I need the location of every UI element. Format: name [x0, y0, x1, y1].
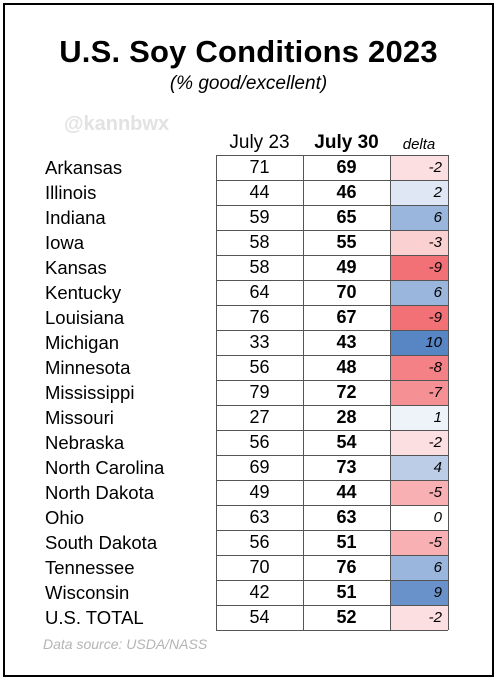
cell-july23: 58: [249, 257, 270, 277]
cell-july30: 70: [336, 282, 357, 302]
row-label: Indiana: [45, 207, 106, 228]
cell-july30: 69: [336, 157, 357, 177]
cell-july23: 70: [249, 557, 270, 577]
cell-july30: 73: [336, 457, 357, 477]
cell-delta: 6: [390, 205, 448, 230]
row-label: Michigan: [45, 332, 120, 353]
cell-delta: -5: [390, 530, 448, 555]
cell-july30: 51: [336, 582, 357, 602]
cell-july30: 65: [336, 207, 357, 227]
cell-july30: 67: [336, 307, 357, 327]
row-label: Mississippi: [45, 382, 135, 403]
cell-delta: -3: [390, 230, 448, 255]
column-header-delta: delta: [402, 136, 436, 153]
row-label: Nebraska: [45, 432, 125, 453]
watermark: @kannbwx: [64, 113, 170, 135]
cell-july23: 33: [249, 332, 270, 352]
column-header-july23: July 23: [229, 132, 290, 153]
chart-subtitle: (% good/excellent): [169, 73, 328, 94]
cell-july30: 43: [336, 332, 357, 352]
cell-delta: 10: [390, 330, 448, 355]
row-label: North Dakota: [45, 482, 154, 503]
cell-july23: 64: [249, 282, 270, 302]
row-label: Illinois: [45, 182, 97, 203]
row-label: Tennessee: [45, 557, 135, 578]
cell-july23: 56: [249, 432, 270, 452]
cell-july23: 76: [249, 307, 270, 327]
data-source-note: Data source: USDA/NASS: [43, 636, 208, 652]
row-label: South Dakota: [45, 532, 158, 553]
cell-july23: 69: [249, 457, 270, 477]
cell-delta: 1: [390, 405, 448, 430]
row-label: Minnesota: [45, 357, 131, 378]
cell-july30: 72: [336, 382, 357, 402]
cell-july30: 76: [336, 557, 357, 577]
cell-july23: 49: [249, 482, 270, 502]
row-label: U.S. TOTAL: [45, 607, 144, 628]
cell-july23: 56: [249, 532, 270, 552]
row-label: Kansas: [45, 257, 107, 278]
cell-delta: -9: [390, 305, 448, 330]
cell-delta: 6: [390, 555, 448, 580]
cell-july23: 71: [249, 157, 270, 177]
row-label: Missouri: [45, 407, 114, 428]
cell-july30: 51: [336, 532, 357, 552]
cell-july30: 55: [336, 232, 357, 252]
cell-july30: 49: [336, 257, 357, 277]
cell-delta: 9: [390, 580, 448, 605]
row-label: Ohio: [45, 507, 85, 528]
row-label: Wisconsin: [45, 582, 130, 603]
cell-delta: -9: [390, 255, 448, 280]
row-label: North Carolina: [45, 457, 165, 478]
cell-july23: 59: [249, 207, 270, 227]
cell-july23: 42: [249, 582, 270, 602]
cell-delta: 2: [390, 180, 448, 205]
cell-july23: 27: [249, 407, 270, 427]
cell-delta: -2: [390, 155, 448, 180]
cell-delta: -2: [390, 605, 448, 630]
chart-title: U.S. Soy Conditions 2023: [59, 34, 438, 69]
row-label: Louisiana: [45, 307, 125, 328]
column-header-july30: July 30: [314, 132, 379, 153]
cell-delta: 0: [390, 505, 448, 530]
cell-july30: 54: [336, 432, 357, 452]
cell-july23: 79: [249, 382, 270, 402]
cell-july30: 46: [336, 182, 357, 202]
cell-july30: 52: [336, 607, 357, 627]
row-label: Arkansas: [45, 157, 123, 178]
row-label: Kentucky: [45, 282, 122, 303]
cell-july30: 63: [336, 507, 357, 527]
cell-july30: 48: [336, 357, 357, 377]
cell-july30: 28: [336, 407, 357, 427]
cell-delta: 4: [390, 455, 448, 480]
cell-july23: 56: [249, 357, 270, 377]
cell-delta: -5: [390, 480, 448, 505]
cell-july23: 54: [249, 607, 270, 627]
cell-delta: -2: [390, 430, 448, 455]
cell-delta: -8: [390, 355, 448, 380]
cell-delta: -7: [390, 380, 448, 405]
cell-july23: 58: [249, 232, 270, 252]
cell-july30: 44: [336, 482, 357, 502]
cell-july23: 63: [249, 507, 270, 527]
row-label: Iowa: [45, 232, 85, 253]
cell-delta: 6: [390, 280, 448, 305]
cell-july23: 44: [249, 182, 270, 202]
